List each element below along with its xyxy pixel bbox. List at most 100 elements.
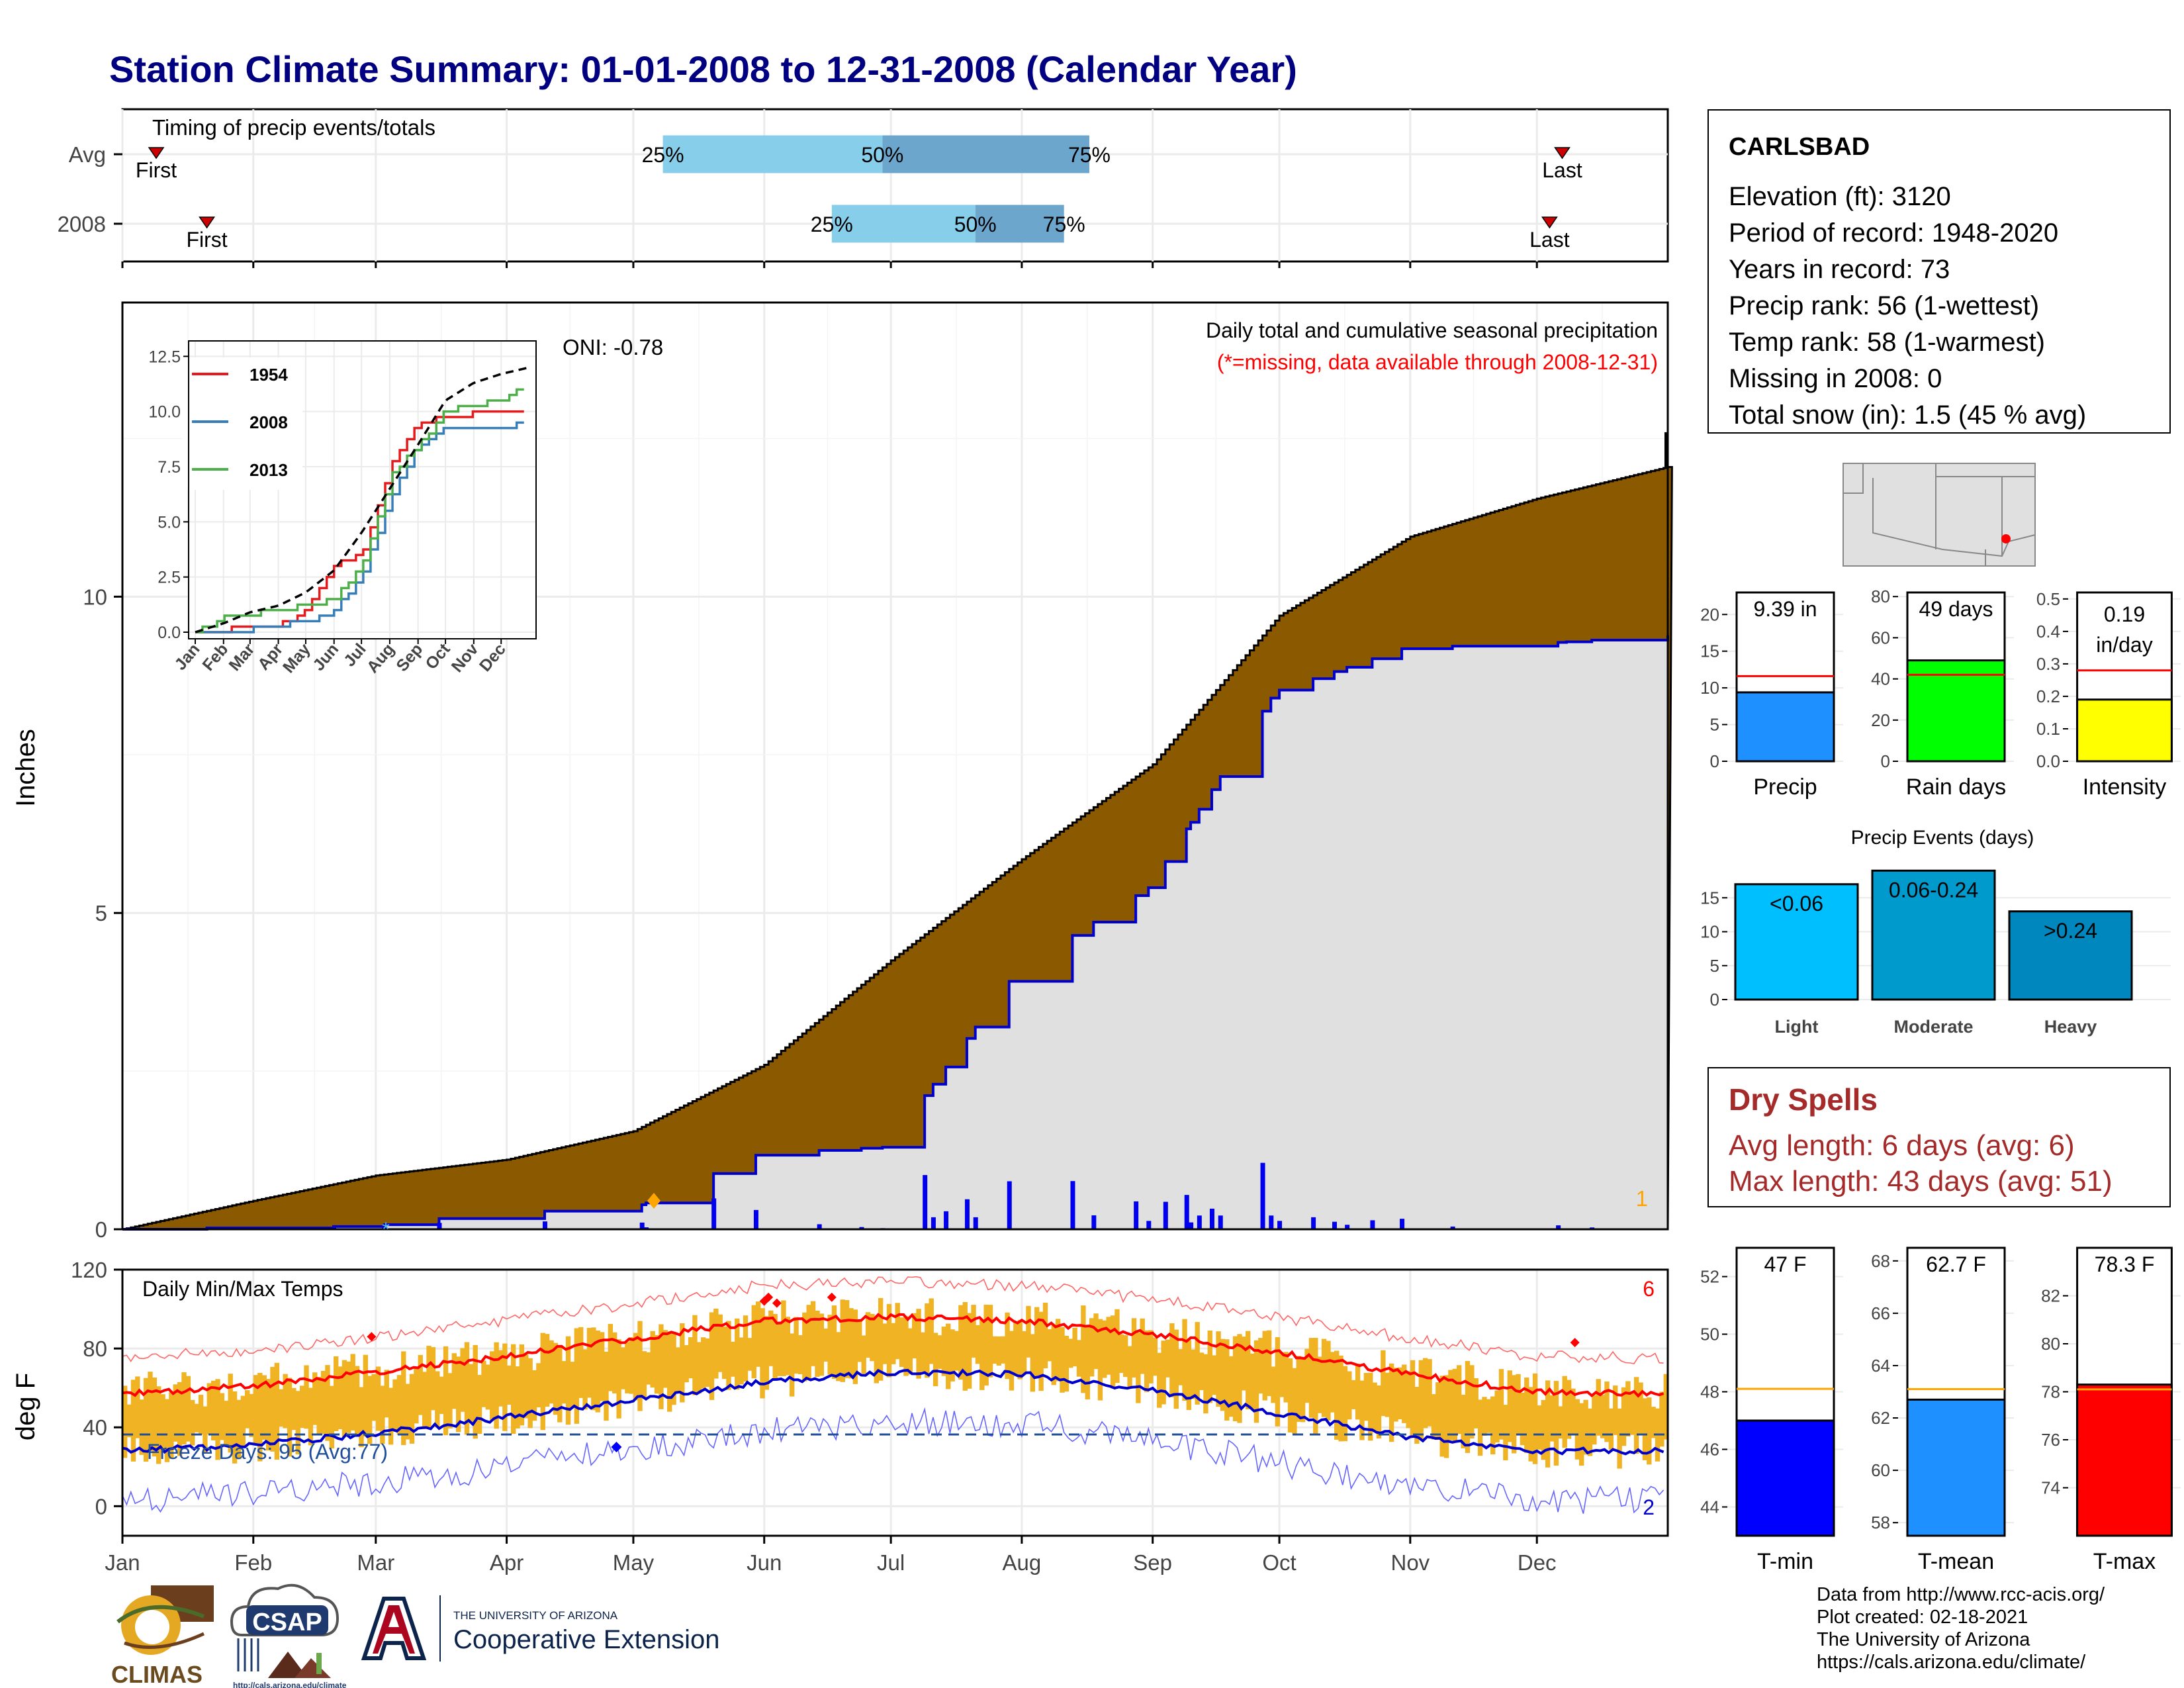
tick-label: 0: [1710, 990, 1719, 1009]
inset-frame: [188, 340, 537, 639]
daily-temp-bar: [625, 1342, 630, 1393]
daily-temp-bar: [987, 1305, 993, 1378]
daily-temp-bar: [1253, 1340, 1259, 1423]
daily-temp-bar: [1195, 1322, 1200, 1405]
month-label: Dec: [1518, 1550, 1557, 1575]
tick-label: 0.4: [2036, 622, 2060, 641]
daily-temp-bar: [490, 1351, 495, 1420]
value-bar: [2076, 698, 2173, 763]
daily-temp-bar: [1435, 1382, 1441, 1440]
daily-temp-bar: [485, 1364, 491, 1410]
tick-label: 0.2: [2036, 686, 2060, 706]
daily-precip-bar: [1260, 1162, 1265, 1229]
daily-temp-bar: [469, 1364, 474, 1423]
climas-text: CLIMAS: [111, 1661, 203, 1688]
daily-temp-bar: [1452, 1368, 1458, 1443]
daily-temp-bar: [1060, 1327, 1065, 1393]
daily-temp-bar: [553, 1342, 559, 1415]
daily-temp-bar: [1081, 1305, 1086, 1393]
daily-temp-bar: [815, 1310, 820, 1378]
daily-precip-bar: [1277, 1221, 1283, 1229]
daily-temp-bar: [253, 1375, 259, 1444]
tick-label: 10: [1700, 678, 1719, 698]
month-label: Sep: [1133, 1550, 1172, 1575]
daily-temp-bar: [1317, 1356, 1322, 1413]
daily-temp-bar: [418, 1354, 423, 1415]
daily-temp-bar: [1021, 1331, 1027, 1375]
timing-marker: [148, 147, 165, 160]
daily-temp-bar: [612, 1332, 617, 1393]
daily-temp-bar: [865, 1312, 871, 1358]
credit-line: https://cals.arizona.edu/climate/: [1817, 1652, 2086, 1673]
daily-temp-bar: [1439, 1376, 1445, 1457]
daily-temp-bar: [1330, 1352, 1335, 1413]
daily-temp-bar: [122, 1385, 128, 1458]
station-precip-rank: Precip rank: 56 (1-wettest): [1729, 291, 2040, 320]
daily-temp-bar: [502, 1343, 508, 1431]
daily-temp-bar: [1262, 1331, 1267, 1401]
daily-temp-bar: [1072, 1327, 1077, 1367]
tick-label: 74: [2041, 1478, 2060, 1498]
tmean-panel: 58 60 62 64 66 68 62.7 F T-mean: [1871, 1246, 2014, 1574]
daily-temp-bar: [1000, 1336, 1006, 1364]
tick-label: 80: [1871, 586, 1890, 606]
daily-temp-bar: [1241, 1336, 1247, 1391]
daily-temp-bar: [401, 1351, 406, 1445]
daily-temp-bar: [608, 1323, 614, 1391]
daily-temp-bar: [933, 1333, 938, 1387]
daily-temp-bar: [1102, 1320, 1107, 1378]
daily-temp-bar: [291, 1387, 296, 1430]
timing-marker-label: First: [136, 158, 177, 182]
inset-y-label: 7.5: [158, 458, 181, 477]
daily-temp-bar: [1123, 1335, 1128, 1378]
daily-temp-bar: [637, 1321, 643, 1411]
inset-y-label: 5.0: [158, 513, 181, 532]
missing-note: (*=missing, data available through 2008-…: [1217, 350, 1658, 374]
credit-line: Plot created: 02-18-2021: [1817, 1607, 2028, 1628]
daily-temp-bar: [1638, 1382, 1643, 1434]
daily-temp-bar: [1064, 1335, 1069, 1392]
daily-temp-bar: [1473, 1378, 1479, 1429]
timing-pct-label: 75%: [1068, 143, 1111, 167]
daily-temp-bar: [1541, 1399, 1546, 1460]
daily-temp-bar: [975, 1325, 981, 1364]
freeze-label: Freeze Days: 95 (Avg:77): [147, 1440, 388, 1464]
daily-temp-bar: [912, 1313, 917, 1359]
panel-xlabel: T-mean: [1918, 1549, 1994, 1574]
daily-temp-bar: [1600, 1395, 1606, 1438]
daily-temp-bar: [363, 1354, 369, 1437]
daily-temp-bar: [1574, 1399, 1580, 1460]
daily-temp-bar: [320, 1370, 326, 1434]
daily-temp-bar: [680, 1323, 685, 1403]
station-name: CARLSBAD: [1729, 133, 1870, 161]
daily-temp-bar: [1477, 1399, 1483, 1456]
daily-temp-bar: [1642, 1398, 1648, 1460]
tick-label: 60: [1871, 1460, 1890, 1480]
tick-label: 66: [1871, 1303, 1890, 1323]
csap-text: CSAP: [252, 1609, 322, 1636]
daily-temp-bar: [494, 1342, 499, 1429]
daily-temp-bar: [1258, 1338, 1263, 1394]
credit-line: Data from http://www.rcc-acis.org/: [1817, 1584, 2105, 1605]
daily-temp-bar: [464, 1342, 470, 1435]
daily-temp-bar: [570, 1362, 575, 1408]
daily-temp-bar: [1140, 1318, 1145, 1374]
daily-temp-bar: [760, 1308, 765, 1399]
daily-temp-bar: [1136, 1332, 1141, 1403]
daily-precip-bar: [1197, 1215, 1202, 1229]
daily-temp-bar: [1232, 1336, 1238, 1421]
daily-temp-bar: [1393, 1368, 1398, 1422]
tick-label: 68: [1871, 1251, 1890, 1271]
tick-label: 82: [2041, 1286, 2060, 1306]
y-tick-label: 0: [95, 1217, 107, 1242]
credits: Data from http://www.rcc-acis.org/ Plot …: [1817, 1583, 2105, 1673]
daily-temp-bar: [388, 1387, 394, 1445]
timing-bar-low: [831, 205, 976, 243]
value-bar: [2076, 1383, 2173, 1537]
daily-temp-bar: [785, 1317, 791, 1376]
precip-ylabel: Inches: [11, 729, 40, 807]
value-label: 47 F: [1764, 1252, 1806, 1276]
month-label: Jan: [105, 1550, 140, 1575]
tick-label: 15: [1700, 888, 1719, 908]
daily-temp-bar: [1663, 1374, 1668, 1440]
